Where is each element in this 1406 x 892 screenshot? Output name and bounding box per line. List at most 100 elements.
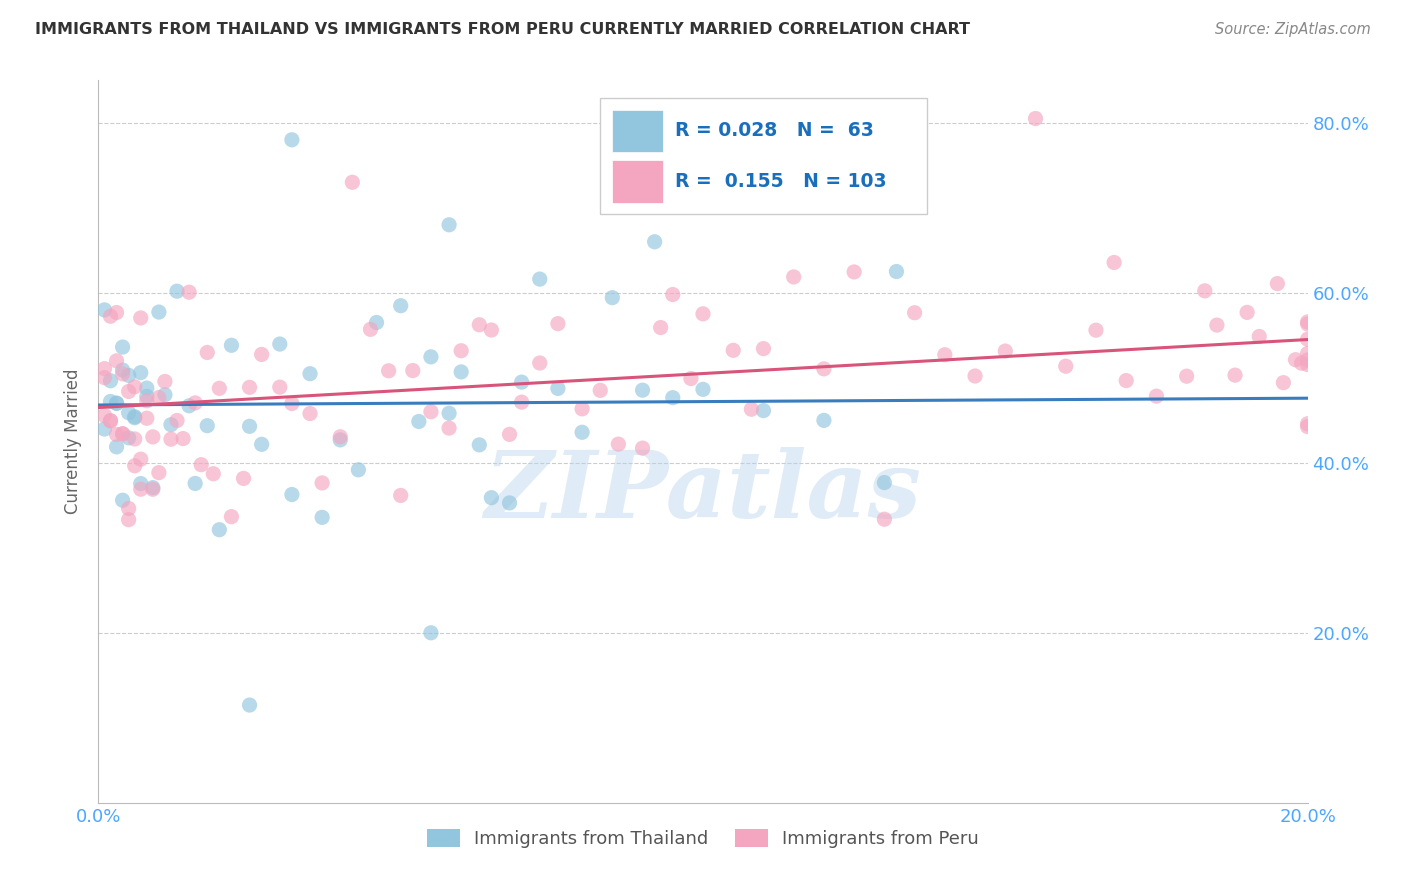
Point <box>166 413 188 427</box>
Point <box>129 476 152 491</box>
Point <box>886 264 908 278</box>
Point <box>752 403 775 417</box>
Point <box>250 437 273 451</box>
Point <box>437 421 460 435</box>
Point <box>529 272 551 286</box>
Point <box>239 698 262 712</box>
Point <box>723 343 745 358</box>
Point <box>129 310 152 325</box>
Text: IMMIGRANTS FROM THAILAND VS IMMIGRANTS FROM PERU CURRENTLY MARRIED CORRELATION C: IMMIGRANTS FROM THAILAND VS IMMIGRANTS F… <box>35 22 970 37</box>
Point <box>1085 323 1108 337</box>
Point <box>281 396 304 410</box>
Point <box>783 269 806 284</box>
Point <box>402 363 425 377</box>
Point <box>118 368 141 383</box>
Point <box>105 305 128 319</box>
Point <box>311 475 333 490</box>
Point <box>1296 358 1319 372</box>
Point <box>142 482 165 496</box>
Point <box>299 367 322 381</box>
Point <box>118 501 141 516</box>
Point <box>329 430 352 444</box>
Point <box>111 367 134 381</box>
Point <box>153 375 176 389</box>
Point <box>602 291 624 305</box>
Point <box>360 322 382 336</box>
Point <box>93 302 115 317</box>
Point <box>105 396 128 410</box>
Point <box>1249 329 1271 343</box>
Point <box>269 337 291 351</box>
Point <box>873 512 896 526</box>
Point <box>118 384 141 399</box>
Point <box>1296 353 1319 368</box>
Point <box>269 380 291 394</box>
Point <box>740 402 762 417</box>
Point <box>142 430 165 444</box>
Point <box>1272 376 1295 390</box>
Point <box>239 380 262 394</box>
Point <box>692 307 714 321</box>
FancyBboxPatch shape <box>613 161 664 202</box>
Point <box>232 471 254 485</box>
Point <box>129 482 152 496</box>
Point <box>1223 368 1246 383</box>
Point <box>1194 284 1216 298</box>
Legend: Immigrants from Thailand, Immigrants from Peru: Immigrants from Thailand, Immigrants fro… <box>420 822 986 855</box>
Point <box>547 317 569 331</box>
Point <box>481 491 503 505</box>
Point <box>389 299 412 313</box>
Point <box>510 395 533 409</box>
Point <box>118 406 141 420</box>
Point <box>1115 374 1137 388</box>
Point <box>129 452 152 467</box>
Point <box>904 306 927 320</box>
Point <box>100 414 122 428</box>
FancyBboxPatch shape <box>613 110 664 153</box>
Point <box>1024 112 1046 126</box>
Point <box>118 513 141 527</box>
Point <box>281 133 304 147</box>
Point <box>420 350 443 364</box>
Point <box>105 427 128 442</box>
Point <box>468 318 491 332</box>
Point <box>1236 305 1258 319</box>
Point <box>571 425 593 440</box>
Point <box>1291 356 1313 370</box>
Point <box>1144 389 1167 403</box>
Point <box>644 235 666 249</box>
Point <box>661 287 683 301</box>
Point <box>1296 346 1319 360</box>
Point <box>631 441 654 455</box>
Point <box>100 394 122 409</box>
Point <box>1296 417 1319 431</box>
Point <box>342 175 364 189</box>
Point <box>111 426 134 441</box>
Point <box>571 401 593 416</box>
Point <box>510 375 533 389</box>
Point <box>547 381 569 395</box>
Point <box>111 426 134 441</box>
Point <box>135 393 157 408</box>
Point <box>1206 318 1229 332</box>
Point <box>118 431 141 445</box>
Point <box>124 410 146 425</box>
Point <box>481 323 503 337</box>
Point <box>93 409 115 423</box>
Point <box>148 391 170 405</box>
Point <box>184 396 207 410</box>
Point <box>607 437 630 451</box>
Y-axis label: Currently Married: Currently Married <box>65 368 83 515</box>
Point <box>468 438 491 452</box>
Point <box>93 370 115 384</box>
Text: R =  0.155   N = 103: R = 0.155 N = 103 <box>675 172 887 191</box>
Point <box>100 414 122 428</box>
Point <box>100 374 122 388</box>
Point <box>1296 419 1319 434</box>
Point <box>420 625 443 640</box>
Point <box>93 361 115 376</box>
Point <box>1054 359 1077 374</box>
Point <box>124 409 146 424</box>
Point <box>221 509 243 524</box>
Point <box>408 415 430 429</box>
